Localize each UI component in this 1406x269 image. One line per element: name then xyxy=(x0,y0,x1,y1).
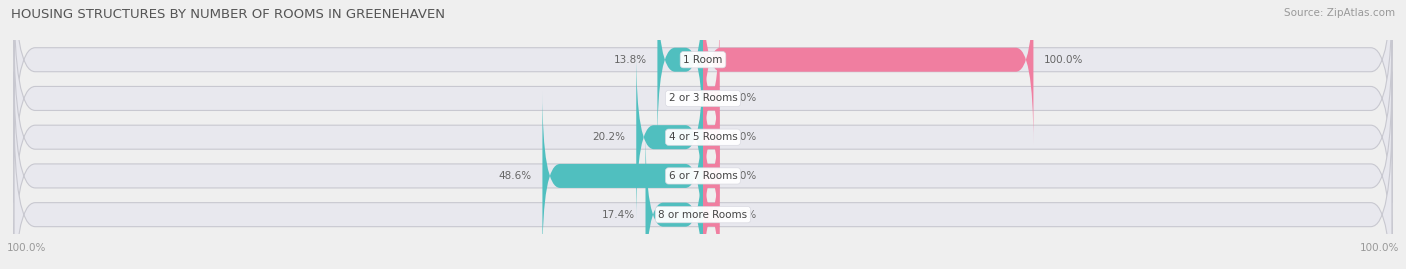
FancyBboxPatch shape xyxy=(14,33,1392,241)
Text: 0.0%: 0.0% xyxy=(730,210,756,220)
FancyBboxPatch shape xyxy=(702,130,721,269)
FancyBboxPatch shape xyxy=(543,91,703,261)
Text: 0.0%: 0.0% xyxy=(730,171,756,181)
Text: 48.6%: 48.6% xyxy=(499,171,531,181)
Text: 100.0%: 100.0% xyxy=(7,243,46,253)
FancyBboxPatch shape xyxy=(637,52,703,222)
FancyBboxPatch shape xyxy=(14,0,1392,203)
Text: 4 or 5 Rooms: 4 or 5 Rooms xyxy=(669,132,737,142)
Text: 6 or 7 Rooms: 6 or 7 Rooms xyxy=(669,171,737,181)
FancyBboxPatch shape xyxy=(702,52,721,222)
FancyBboxPatch shape xyxy=(14,72,1392,269)
Text: 1 Room: 1 Room xyxy=(683,55,723,65)
FancyBboxPatch shape xyxy=(702,14,721,183)
Text: 0.0%: 0.0% xyxy=(730,93,756,104)
FancyBboxPatch shape xyxy=(645,130,703,269)
Text: HOUSING STRUCTURES BY NUMBER OF ROOMS IN GREENEHAVEN: HOUSING STRUCTURES BY NUMBER OF ROOMS IN… xyxy=(11,8,446,21)
Text: Source: ZipAtlas.com: Source: ZipAtlas.com xyxy=(1284,8,1395,18)
FancyBboxPatch shape xyxy=(14,0,1392,164)
FancyBboxPatch shape xyxy=(703,0,1033,144)
Text: 13.8%: 13.8% xyxy=(614,55,647,65)
FancyBboxPatch shape xyxy=(702,91,721,261)
Text: 100.0%: 100.0% xyxy=(1043,55,1084,65)
Text: 0.0%: 0.0% xyxy=(730,132,756,142)
FancyBboxPatch shape xyxy=(658,0,703,144)
Text: 17.4%: 17.4% xyxy=(602,210,636,220)
FancyBboxPatch shape xyxy=(14,111,1392,269)
Text: 100.0%: 100.0% xyxy=(1360,243,1399,253)
Text: 8 or more Rooms: 8 or more Rooms xyxy=(658,210,748,220)
Text: 20.2%: 20.2% xyxy=(593,132,626,142)
Text: 2 or 3 Rooms: 2 or 3 Rooms xyxy=(669,93,737,104)
